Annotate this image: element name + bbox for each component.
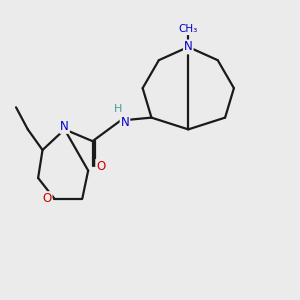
Text: N: N [121, 116, 129, 128]
Text: N: N [60, 120, 69, 133]
Text: N: N [184, 40, 193, 53]
Text: O: O [42, 192, 52, 205]
Text: CH₃: CH₃ [179, 24, 198, 34]
Text: H: H [113, 104, 122, 114]
Text: O: O [96, 160, 106, 173]
